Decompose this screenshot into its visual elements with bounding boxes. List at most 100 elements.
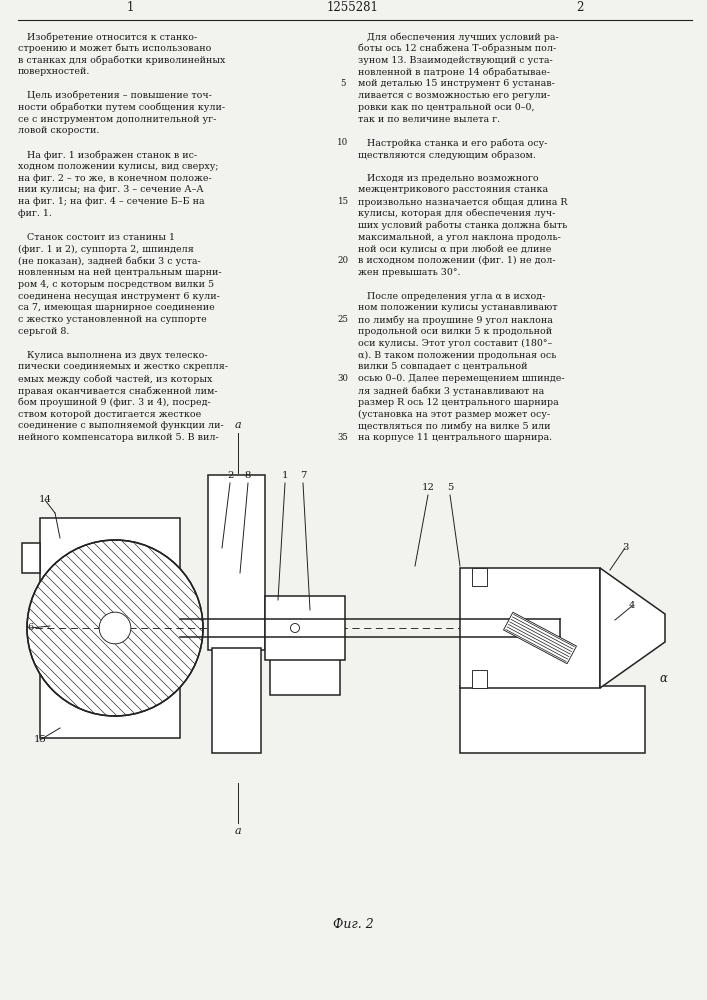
Text: правая оканчивается снабженной лим-: правая оканчивается снабженной лим- — [18, 386, 218, 395]
Text: на фиг. 2 – то же, в конечном положе-: на фиг. 2 – то же, в конечном положе- — [18, 174, 212, 183]
Bar — [460, 568, 600, 688]
Text: емых между собой частей, из которых: емых между собой частей, из которых — [18, 374, 212, 384]
Text: 15: 15 — [337, 197, 349, 206]
Text: 6: 6 — [27, 624, 33, 633]
Text: 5: 5 — [447, 484, 453, 492]
Text: Фиг. 2: Фиг. 2 — [332, 918, 373, 932]
Text: 3: 3 — [622, 544, 629, 552]
Text: кулисы, которая для обеспечения луч-: кулисы, которая для обеспечения луч- — [358, 209, 556, 219]
Bar — [22, 543, 40, 573]
Text: размер R ось 12 центрального шарнира: размер R ось 12 центрального шарнира — [358, 398, 559, 407]
Text: с жестко установленной на суппорте: с жестко установленной на суппорте — [18, 315, 206, 324]
Text: в исходном положении (фиг. 1) не дол-: в исходном положении (фиг. 1) не дол- — [358, 256, 556, 265]
Bar — [40, 518, 180, 738]
Text: продольной оси вилки 5 к продольной: продольной оси вилки 5 к продольной — [358, 327, 552, 336]
Text: 1255281: 1255281 — [327, 1, 379, 14]
Text: 14: 14 — [38, 495, 52, 504]
Text: оси кулисы. Этот угол составит (180°–: оси кулисы. Этот угол составит (180°– — [358, 339, 552, 348]
Text: нейного компенсатора вилкой 5. В вил-: нейного компенсатора вилкой 5. В вил- — [18, 433, 218, 442]
Text: жен превышать 30°.: жен превышать 30°. — [358, 268, 460, 277]
Text: ливается с возможностью его регули-: ливается с возможностью его регули- — [358, 91, 550, 100]
Text: ля задней бабки 3 устанавливают на: ля задней бабки 3 устанавливают на — [358, 386, 544, 395]
Text: ловой скорости.: ловой скорости. — [18, 126, 100, 135]
Text: ществляются следующим образом.: ществляются следующим образом. — [358, 150, 536, 159]
Polygon shape — [503, 612, 576, 664]
Text: (фиг. 1 и 2), суппорта 2, шпинделя: (фиг. 1 и 2), суппорта 2, шпинделя — [18, 244, 194, 254]
Text: 2: 2 — [227, 472, 233, 481]
Text: в станках для обработки криволинейных: в станках для обработки криволинейных — [18, 56, 226, 65]
Text: 12: 12 — [421, 484, 434, 492]
Text: 5: 5 — [340, 79, 346, 88]
Text: фиг. 1.: фиг. 1. — [18, 209, 52, 218]
Text: поверхностей.: поверхностей. — [18, 67, 90, 76]
Text: На фиг. 1 изображен станок в ис-: На фиг. 1 изображен станок в ис- — [18, 150, 197, 159]
Text: ством которой достигается жесткое: ством которой достигается жесткое — [18, 410, 201, 419]
Text: ром 4, с которым посредством вилки 5: ром 4, с которым посредством вилки 5 — [18, 280, 214, 289]
Text: нии кулисы; на фиг. 3 – сечение А–А: нии кулисы; на фиг. 3 – сечение А–А — [18, 185, 204, 194]
Text: ности обработки путем сообщения кули-: ности обработки путем сообщения кули- — [18, 103, 225, 112]
Bar — [208, 475, 265, 650]
Text: Изобретение относится к станко-: Изобретение относится к станко- — [18, 32, 197, 41]
Text: ном положении кулисы устанавливают: ном положении кулисы устанавливают — [358, 303, 558, 312]
Text: 2: 2 — [576, 1, 584, 14]
Text: a: a — [235, 420, 241, 430]
Bar — [460, 686, 645, 753]
Text: ходном положении кулисы, вид сверху;: ходном положении кулисы, вид сверху; — [18, 162, 218, 171]
Text: 1: 1 — [127, 1, 134, 14]
Text: соединение с выполняемой функции ли-: соединение с выполняемой функции ли- — [18, 421, 223, 430]
Text: произвольно назначается общая длина R: произвольно назначается общая длина R — [358, 197, 568, 207]
Text: α: α — [660, 672, 668, 684]
Text: 20: 20 — [337, 256, 349, 265]
Text: 1: 1 — [282, 472, 288, 481]
Bar — [472, 568, 487, 586]
Text: Для обеспечения лучших условий ра-: Для обеспечения лучших условий ра- — [358, 32, 559, 41]
Text: новленной в патроне 14 обрабатывае-: новленной в патроне 14 обрабатывае- — [358, 67, 550, 77]
Text: 4: 4 — [629, 601, 636, 610]
Circle shape — [291, 624, 300, 633]
Text: серьгой 8.: серьгой 8. — [18, 327, 69, 336]
Text: a: a — [235, 826, 241, 836]
Text: так и по величине вылета г.: так и по величине вылета г. — [358, 115, 500, 124]
Text: максимальной, а угол наклона продоль-: максимальной, а угол наклона продоль- — [358, 233, 561, 242]
Bar — [472, 670, 487, 688]
Circle shape — [99, 612, 131, 644]
Text: са 7, имеющая шарнирное соединение: са 7, имеющая шарнирное соединение — [18, 303, 215, 312]
Text: 7: 7 — [300, 472, 306, 481]
Text: пически соединяемых и жестко скрепля-: пически соединяемых и жестко скрепля- — [18, 362, 228, 371]
Text: по лимбу на проушине 9 угол наклона: по лимбу на проушине 9 угол наклона — [358, 315, 553, 325]
Text: строению и может быть использовано: строению и может быть использовано — [18, 44, 211, 53]
Text: 30: 30 — [337, 374, 349, 383]
Text: на фиг. 1; на фиг. 4 – сечение Б–Б на: на фиг. 1; на фиг. 4 – сечение Б–Б на — [18, 197, 204, 206]
Text: 25: 25 — [337, 315, 349, 324]
Text: боты ось 12 снабжена Т-образным пол-: боты ось 12 снабжена Т-образным пол- — [358, 44, 556, 53]
Text: 15: 15 — [33, 736, 47, 744]
Text: 10: 10 — [337, 138, 349, 147]
Text: Кулиса выполнена из двух телеско-: Кулиса выполнена из двух телеско- — [18, 351, 208, 360]
Text: бом проушиной 9 (фиг. 3 и 4), посред-: бом проушиной 9 (фиг. 3 и 4), посред- — [18, 398, 211, 407]
Text: После определения угла α в исход-: После определения угла α в исход- — [358, 292, 545, 301]
Text: ших условий работы станка должна быть: ших условий работы станка должна быть — [358, 221, 567, 230]
Text: вилки 5 совпадает с центральной: вилки 5 совпадает с центральной — [358, 362, 527, 371]
Text: ществляться по лимбу на вилке 5 или: ществляться по лимбу на вилке 5 или — [358, 421, 551, 431]
Text: зуном 13. Взаимодействующий с уста-: зуном 13. Взаимодействующий с уста- — [358, 56, 553, 65]
Bar — [270, 658, 340, 695]
Text: мой деталью 15 инструмент 6 устанав-: мой деталью 15 инструмент 6 устанав- — [358, 79, 555, 88]
Text: Цель изобретения – повышение точ-: Цель изобретения – повышение точ- — [18, 91, 212, 101]
Bar — [265, 596, 345, 660]
Text: осью 0–0. Далее перемещением шпинде-: осью 0–0. Далее перемещением шпинде- — [358, 374, 565, 383]
Text: соединена несущая инструмент 6 кули-: соединена несущая инструмент 6 кули- — [18, 292, 220, 301]
Text: Настройка станка и его работа осу-: Настройка станка и его работа осу- — [358, 138, 547, 148]
Text: α). В таком положении продольная ось: α). В таком положении продольная ось — [358, 351, 556, 360]
Text: ровки как по центральной оси 0–0,: ровки как по центральной оси 0–0, — [358, 103, 534, 112]
Text: ной оси кулисы α при любой ее длине: ной оси кулисы α при любой ее длине — [358, 244, 551, 254]
Text: новленным на ней центральным шарни-: новленным на ней центральным шарни- — [18, 268, 221, 277]
Text: межцентрикового расстояния станка: межцентрикового расстояния станка — [358, 185, 548, 194]
Text: (не показан), задней бабки 3 с уста-: (не показан), задней бабки 3 с уста- — [18, 256, 201, 266]
Text: Исходя из предельно возможного: Исходя из предельно возможного — [358, 174, 539, 183]
Text: (установка на этот размер может осу-: (установка на этот размер может осу- — [358, 410, 550, 419]
Text: 8: 8 — [245, 472, 251, 481]
Text: се с инструментом дополнительной уг-: се с инструментом дополнительной уг- — [18, 115, 216, 124]
Text: Станок состоит из станины 1: Станок состоит из станины 1 — [18, 233, 175, 242]
Polygon shape — [600, 568, 665, 688]
Circle shape — [27, 540, 203, 716]
